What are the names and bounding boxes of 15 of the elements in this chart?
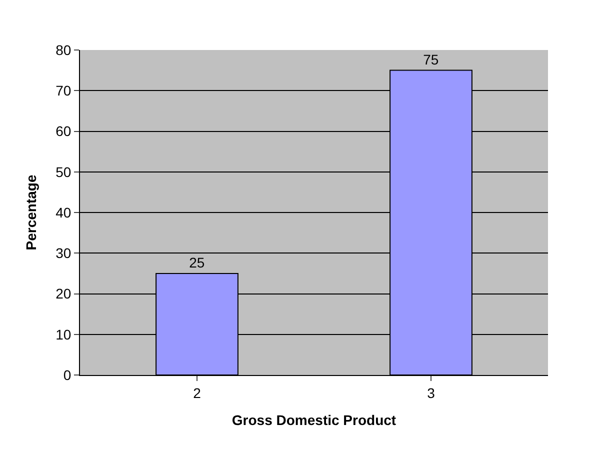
data-label: 25 <box>189 254 205 270</box>
x-tick-label: 3 <box>427 384 436 401</box>
data-label: 75 <box>423 51 439 68</box>
y-tick-label: 80 <box>56 42 72 58</box>
y-tick-label: 40 <box>56 204 72 220</box>
x-axis-title: Gross Domestic Product <box>232 412 396 428</box>
y-tick-label: 60 <box>56 123 72 140</box>
y-tick-label: 0 <box>63 366 72 383</box>
y-tick-label: 50 <box>56 164 72 180</box>
y-tick-label: 10 <box>56 326 72 342</box>
y-axis-title: Percentage <box>23 174 40 250</box>
y-tick-label: 70 <box>56 82 72 99</box>
y-tick-label: 20 <box>56 286 72 302</box>
x-tick-label: 2 <box>193 384 202 401</box>
y-tick-label: 30 <box>56 245 72 262</box>
